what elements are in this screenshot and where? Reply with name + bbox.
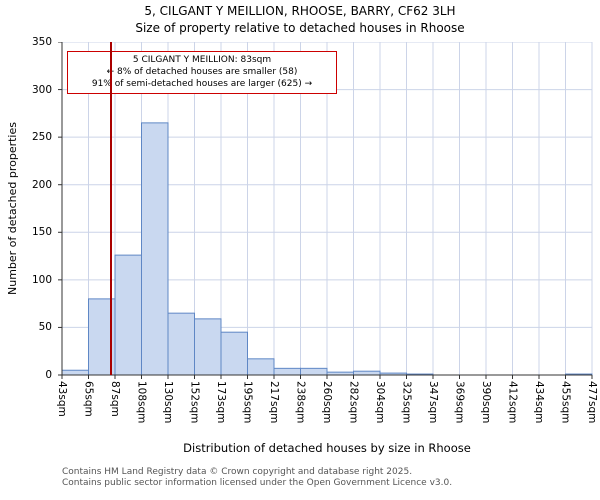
subject-property-marker-line	[110, 42, 112, 375]
x-axis-label: Distribution of detached houses by size …	[183, 441, 471, 455]
x-tick-label: 217sqm	[268, 381, 280, 424]
x-tick-label: 87sqm	[109, 381, 121, 417]
histogram-bar	[353, 370, 381, 376]
annotation-line-3: 91% of semi-detached houses are larger (…	[91, 79, 313, 89]
x-tick-label: 238sqm	[294, 381, 307, 424]
x-tick-label: 455sqm	[559, 381, 572, 424]
x-tick-label: 260sqm	[321, 381, 333, 424]
x-tick-label: 152sqm	[188, 381, 201, 424]
footer-attribution-line-2: Contains public sector information licen…	[62, 478, 453, 488]
y-tick-label: 350	[31, 36, 52, 48]
plot-area	[58, 42, 593, 379]
histogram-bar	[61, 369, 89, 376]
x-tick-label: 108sqm	[135, 381, 148, 424]
histogram-bar	[167, 312, 195, 376]
histogram-bars	[61, 122, 593, 376]
annotation-line-2: ← 8% of detached houses are smaller (58)	[106, 67, 298, 77]
x-tick-label: 412sqm	[506, 381, 519, 424]
x-tick-label: 195sqm	[241, 381, 254, 424]
y-tick-label: 300	[31, 83, 52, 96]
x-tick-label: 434sqm	[533, 381, 545, 424]
x-tick-label: 347sqm	[427, 381, 439, 424]
y-tick-label: 50	[38, 321, 52, 334]
y-tick-label: 150	[31, 226, 52, 239]
footer-attribution-line-1: Contains HM Land Registry data © Crown c…	[62, 467, 413, 477]
y-tick-label: 250	[31, 131, 52, 144]
x-tick-label: 282sqm	[347, 381, 360, 424]
y-axis-label: Number of detached properties	[6, 122, 19, 295]
x-tick-label: 325sqm	[400, 381, 413, 424]
x-tick-label: 304sqm	[374, 381, 386, 424]
x-tick-label: 65sqm	[82, 381, 95, 417]
x-tick-label: 390sqm	[480, 381, 492, 424]
y-tick-label: 100	[31, 273, 52, 286]
histogram-bar	[114, 254, 142, 376]
chart-title: 5, CILGANT Y MEILLION, RHOOSE, BARRY, CF…	[144, 4, 456, 18]
histogram-bar	[273, 367, 301, 376]
y-tick-label: 0	[45, 369, 52, 381]
histogram-bar	[220, 331, 248, 376]
histogram-bar	[141, 122, 169, 376]
x-tick-label: 130sqm	[162, 381, 174, 424]
x-tick-label: 173sqm	[215, 381, 227, 424]
marker-annotation-box: 5 CILGANT Y MEILLION: 83sqm ← 8% of deta…	[67, 51, 337, 94]
histogram-bar	[247, 358, 275, 376]
chart-subtitle: Size of property relative to detached ho…	[135, 21, 465, 35]
axes	[58, 42, 593, 379]
histogram-bar	[300, 367, 328, 376]
x-tick-label: 43sqm	[56, 381, 68, 417]
histogram-bar	[194, 318, 222, 376]
x-tick-label: 369sqm	[453, 381, 466, 424]
x-tick-label: 477sqm	[586, 381, 598, 424]
annotation-line-1: 5 CILGANT Y MEILLION: 83sqm	[132, 55, 272, 65]
y-tick-label: 200	[31, 178, 52, 191]
